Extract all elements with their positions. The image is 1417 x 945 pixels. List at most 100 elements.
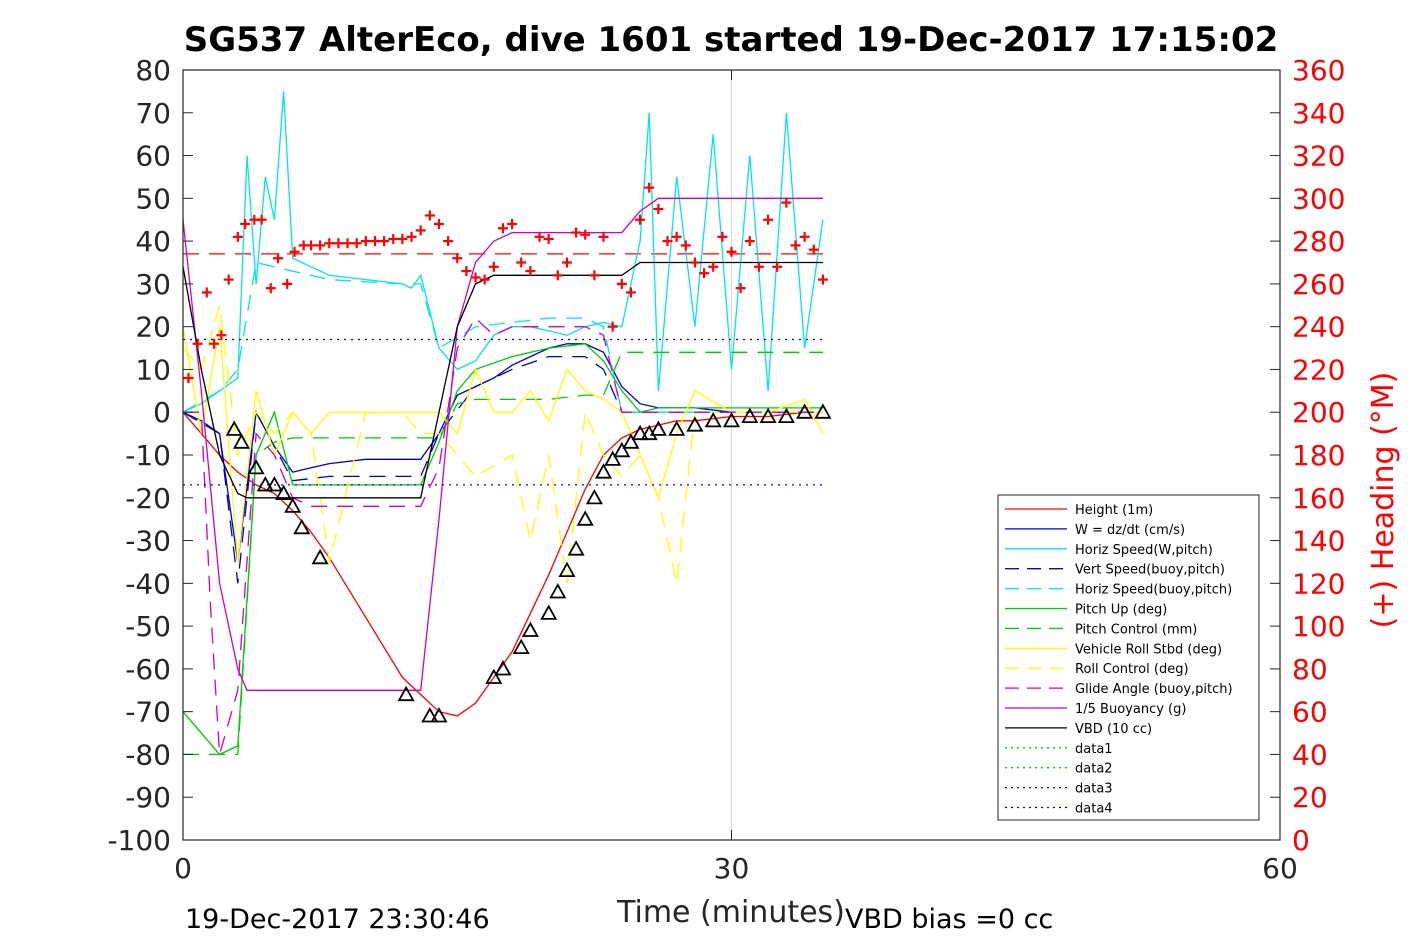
heading-point (781, 197, 792, 208)
left-tick-label: -30 (125, 525, 171, 558)
heading-point (333, 238, 344, 249)
right-tick-label: 140 (1292, 525, 1345, 558)
right-tick-label: 300 (1292, 182, 1345, 215)
legend-label: Pitch Up (deg) (1075, 603, 1167, 618)
heading-point (753, 261, 764, 272)
legend-item-horiz-speed-w-pitch: Horiz Speed(W,pitch) (1005, 543, 1213, 558)
heading-point (256, 214, 267, 225)
series-line-roll-control-deg (182, 305, 823, 584)
depth-marker (741, 407, 759, 424)
heading-point (616, 278, 627, 289)
right-tick-label: 260 (1292, 268, 1345, 301)
depth-marker (494, 660, 512, 676)
heading-point (598, 231, 609, 242)
legend-item-pitch-control-mm: Pitch Control (mm) (1005, 622, 1197, 637)
heading-point (232, 231, 243, 242)
heading-point (689, 257, 700, 268)
heading-point (808, 244, 819, 255)
right-tick-label: 60 (1292, 696, 1328, 729)
heading-point (424, 210, 435, 221)
depth-marker (430, 707, 448, 723)
heading-point (561, 257, 572, 268)
right-tick-label: 360 (1292, 54, 1345, 87)
left-tick-label: -40 (125, 567, 171, 600)
left-tick-label: 0 (153, 396, 171, 429)
legend-label: Height (1m) (1075, 503, 1153, 518)
heading-point (452, 253, 463, 264)
x-axis-label: Time (minutes) (616, 895, 845, 930)
left-tick-label: 50 (135, 182, 171, 215)
right-tick-label: 280 (1292, 225, 1345, 258)
legend-item-vehicle-roll-stbd-deg: Vehicle Roll Stbd (deg) (1005, 642, 1222, 657)
legend-item-height-1m: Height (1m) (1005, 503, 1153, 518)
legend-label: VBD (10 cc) (1075, 722, 1152, 737)
depth-marker (275, 484, 293, 501)
left-tick-label: 80 (135, 54, 171, 87)
bottom-tick-label: 30 (714, 852, 750, 885)
legend-item-glide-angle-buoy-pitch: Glide Angle (buoy,pitch) (1005, 682, 1233, 697)
right-tick-label: 220 (1292, 353, 1345, 386)
heading-point (479, 274, 490, 285)
legend-label: Glide Angle (buoy,pitch) (1075, 682, 1233, 697)
left-tick-label: -90 (125, 781, 171, 814)
heading-point (552, 270, 563, 281)
depth-marker (256, 476, 274, 492)
legend-label: Horiz Speed(buoy,pitch) (1075, 583, 1232, 598)
heading-point (406, 231, 417, 242)
heading-point (216, 330, 227, 341)
heading-point (315, 240, 326, 251)
chart-title: SG537 AlterEco, dive 1601 started 19-Dec… (184, 20, 1279, 60)
heading-point (525, 266, 536, 277)
legend-items: Height (1m) W = dz/dt (cm/s) Horiz Speed(W… (1005, 503, 1233, 817)
tick-layer: 80706050403020100-10-20-30-40-50-60-70-8… (107, 54, 1345, 885)
heading-point (397, 233, 408, 244)
heading-point (240, 219, 251, 229)
right-tick-label: 340 (1292, 97, 1345, 130)
heading-point (772, 261, 783, 272)
heading-point (607, 321, 618, 332)
legend-label: data1 (1075, 742, 1113, 757)
bottom-tick-label: 0 (174, 852, 192, 885)
right-tick-label: 180 (1292, 439, 1345, 472)
left-tick-label: -80 (125, 738, 171, 771)
heading-point (488, 261, 499, 272)
depth-marker (777, 407, 795, 424)
marker-layer (183, 182, 832, 723)
heading-point (571, 227, 582, 238)
left-tick-label: -10 (125, 439, 171, 472)
depth-marker (540, 604, 558, 620)
depth-marker (594, 463, 613, 479)
heading-point (790, 240, 801, 251)
depth-marker (631, 424, 649, 441)
depth-marker (311, 548, 329, 565)
legend-item-data2: data2 (1005, 762, 1113, 777)
right-tick-label: 160 (1292, 482, 1345, 515)
footer-vbd-bias: VBD bias =0 cc (845, 904, 1053, 935)
depth-marker (225, 420, 243, 436)
heading-point (589, 270, 600, 281)
heading-point (671, 231, 682, 242)
legend-item-1-5-buoyancy-g: 1/5 Buoyancy (g) (1005, 702, 1186, 717)
left-tick-label: 40 (135, 225, 171, 258)
legend-label: W = dz/dt (cm/s) (1075, 523, 1185, 538)
heading-point (708, 261, 719, 272)
depth-marker (421, 707, 439, 723)
heading-point (817, 274, 828, 285)
heading-point (388, 233, 399, 244)
heading-point (282, 278, 293, 289)
legend-label: Roll Control (deg) (1075, 662, 1189, 677)
heading-point (543, 233, 554, 244)
legend-item-vert-speed-buoy-pitch: Vert Speed(buoy,pitch) (1005, 563, 1225, 578)
series-line-pitch-control-mm (183, 351, 823, 756)
heading-point (360, 236, 371, 247)
heading-point (680, 240, 691, 251)
depth-marker (284, 497, 302, 513)
heading-point (717, 231, 728, 242)
left-tick-label: -100 (107, 824, 171, 857)
right-tick-label: 320 (1292, 140, 1345, 173)
heading-point (662, 236, 673, 247)
right-tick-label: 240 (1292, 311, 1345, 344)
heading-point (183, 373, 194, 383)
right-tick-label: 80 (1292, 653, 1328, 686)
depth-marker (613, 441, 631, 458)
